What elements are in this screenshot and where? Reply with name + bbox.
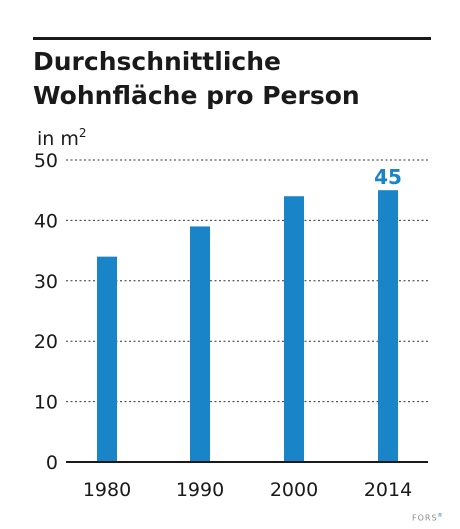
y-tick-label: 30 xyxy=(34,271,58,293)
x-tick-label: 1990 xyxy=(176,479,224,501)
y-tick-label: 50 xyxy=(34,150,58,172)
bar-1980 xyxy=(97,256,117,462)
bar-2014 xyxy=(378,190,398,462)
data-label: 45 xyxy=(374,165,402,189)
top-rule xyxy=(33,37,431,40)
x-tick-label: 1980 xyxy=(83,479,131,501)
chart-title: Durchschnittliche Wohnfläche pro Person xyxy=(33,47,360,110)
x-tick-label: 2000 xyxy=(270,479,318,501)
unit-prefix: in m xyxy=(37,128,79,150)
y-tick-label: 40 xyxy=(34,210,58,232)
source-label: FORS® xyxy=(412,513,444,523)
bar-2000 xyxy=(284,196,304,463)
y-tick-label: 0 xyxy=(46,452,58,474)
unit-power: 2 xyxy=(78,126,87,140)
bar-1990 xyxy=(190,226,210,462)
y-tick-label: 20 xyxy=(34,331,58,353)
x-tick-label: 2014 xyxy=(364,479,412,501)
y-tick-label: 10 xyxy=(34,392,58,414)
y-axis-unit-label: in m2 xyxy=(37,126,87,150)
